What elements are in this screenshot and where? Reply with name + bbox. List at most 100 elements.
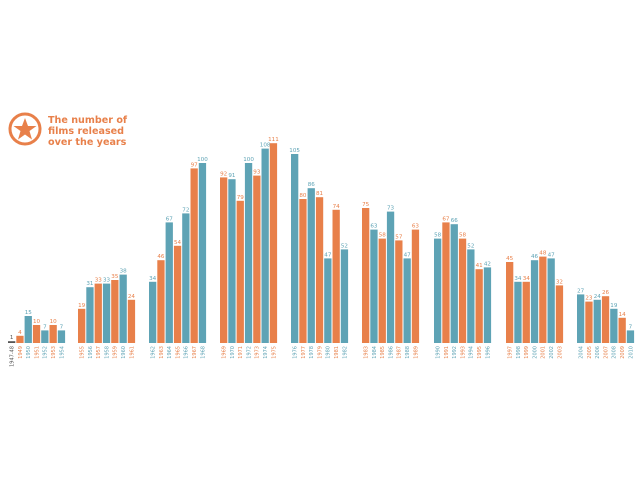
bar-1951	[32, 325, 41, 343]
bar-1976	[291, 154, 299, 343]
value-label-1958: 33	[103, 278, 111, 284]
year-label-1962: 1962	[150, 346, 156, 359]
year-label-2004: 2004	[578, 346, 584, 359]
value-label-1981: 74	[333, 204, 341, 210]
year-label-1980: 1980	[326, 346, 332, 359]
bar-1962	[149, 281, 157, 343]
value-label-1956: 31	[86, 281, 94, 287]
year-label-1969: 1969	[221, 346, 227, 359]
value-label-2006: 24	[594, 294, 602, 300]
year-label-1995: 1995	[477, 346, 483, 359]
value-label-1992: 66	[451, 218, 459, 224]
year-label-1953: 1953	[51, 346, 57, 359]
value-label-1961: 24	[128, 294, 136, 300]
year-label-1947-48: 1947-48	[9, 346, 15, 367]
year-label-1991: 1991	[444, 346, 450, 359]
value-label-2002: 47	[548, 252, 556, 258]
year-label-1989: 1989	[413, 346, 419, 359]
year-label-1992: 1992	[452, 346, 458, 359]
value-label-1955: 19	[78, 303, 86, 309]
value-label-1972: 100	[243, 157, 254, 163]
bar-1966	[182, 213, 190, 343]
value-label-1970: 91	[228, 173, 236, 179]
value-label-2009: 14	[619, 312, 627, 318]
bar-2008	[610, 308, 618, 343]
bar-1992	[450, 224, 458, 343]
year-label-1981: 1981	[334, 346, 340, 359]
value-label-1995: 41	[476, 263, 484, 269]
bar-1983	[362, 208, 370, 343]
value-label-1954: 7	[60, 324, 64, 330]
bar-1947-48	[8, 341, 16, 343]
bar-1968	[198, 163, 207, 343]
year-label-1996: 1996	[485, 346, 491, 359]
bar-1957	[94, 283, 102, 343]
year-label-1960: 1960	[121, 346, 127, 359]
year-label-1972: 1972	[246, 346, 252, 359]
bar-2009	[618, 317, 626, 343]
year-label-2009: 2009	[620, 346, 626, 359]
year-label-1971: 1971	[238, 346, 244, 359]
year-label-1977: 1977	[301, 346, 307, 359]
value-label-1999: 34	[523, 276, 531, 282]
value-label-1982: 52	[341, 243, 348, 249]
value-label-1950: 15	[25, 310, 33, 316]
value-label-1967: 97	[191, 162, 199, 168]
bar-1952	[41, 330, 49, 343]
bar-2001	[539, 256, 547, 343]
year-label-1958: 1958	[104, 346, 110, 359]
bar-1969	[220, 177, 228, 343]
bar-1980	[324, 258, 332, 343]
year-label-1979: 1979	[317, 346, 323, 359]
bar-1961	[127, 299, 136, 343]
value-label-1997: 45	[506, 256, 514, 262]
year-label-1967: 1967	[192, 346, 198, 359]
value-label-2010: 7	[629, 324, 633, 330]
year-label-1997: 1997	[507, 346, 513, 359]
year-label-2010: 2010	[628, 346, 634, 359]
year-label-1955: 1955	[79, 346, 85, 359]
year-label-1998: 1998	[516, 346, 522, 359]
year-label-1950: 1950	[26, 346, 32, 359]
year-label-1975: 1975	[271, 346, 277, 359]
bar-2003	[555, 285, 564, 343]
value-label-1952: 7	[43, 324, 47, 330]
year-label-1999: 1999	[524, 346, 530, 359]
year-label-1987: 1987	[397, 346, 403, 359]
year-label-1978: 1978	[309, 346, 315, 359]
bar-1985	[378, 238, 386, 343]
value-label-1949: 4	[18, 330, 22, 336]
year-label-1986: 1986	[388, 346, 394, 359]
year-label-1993: 1993	[460, 346, 466, 359]
bar-1950	[24, 316, 32, 343]
year-label-2000: 2000	[532, 346, 538, 359]
value-label-1966: 72	[182, 207, 189, 213]
chart-title-block: The number of films released over the ye…	[8, 112, 148, 152]
year-label-1951: 1951	[34, 346, 40, 359]
bar-1988	[403, 258, 411, 343]
bar-2000	[530, 260, 539, 343]
year-label-1990: 1990	[435, 346, 441, 359]
value-label-1947-48: 1	[10, 335, 14, 341]
value-label-1960: 38	[120, 269, 128, 275]
value-label-1968: 100	[197, 157, 208, 163]
bar-1979	[315, 197, 324, 343]
bar-1994	[467, 249, 475, 343]
bar-1972	[244, 163, 253, 343]
bar-1953	[49, 325, 57, 343]
bar-1959	[111, 280, 119, 343]
value-label-1959: 35	[111, 274, 119, 280]
bar-1975	[269, 143, 278, 343]
year-label-1961: 1961	[129, 346, 135, 359]
value-label-1994: 52	[467, 243, 474, 249]
value-label-1965: 54	[174, 240, 182, 246]
value-label-1983: 75	[362, 202, 370, 208]
chart-title-line-2: films released	[48, 126, 125, 137]
year-label-1973: 1973	[255, 346, 261, 359]
value-label-1971: 79	[237, 195, 245, 201]
bar-1956	[86, 287, 94, 343]
value-label-1991: 67	[442, 216, 450, 222]
value-label-2007: 26	[602, 290, 610, 296]
bar-1989	[411, 229, 420, 343]
bar-1993	[458, 238, 467, 343]
